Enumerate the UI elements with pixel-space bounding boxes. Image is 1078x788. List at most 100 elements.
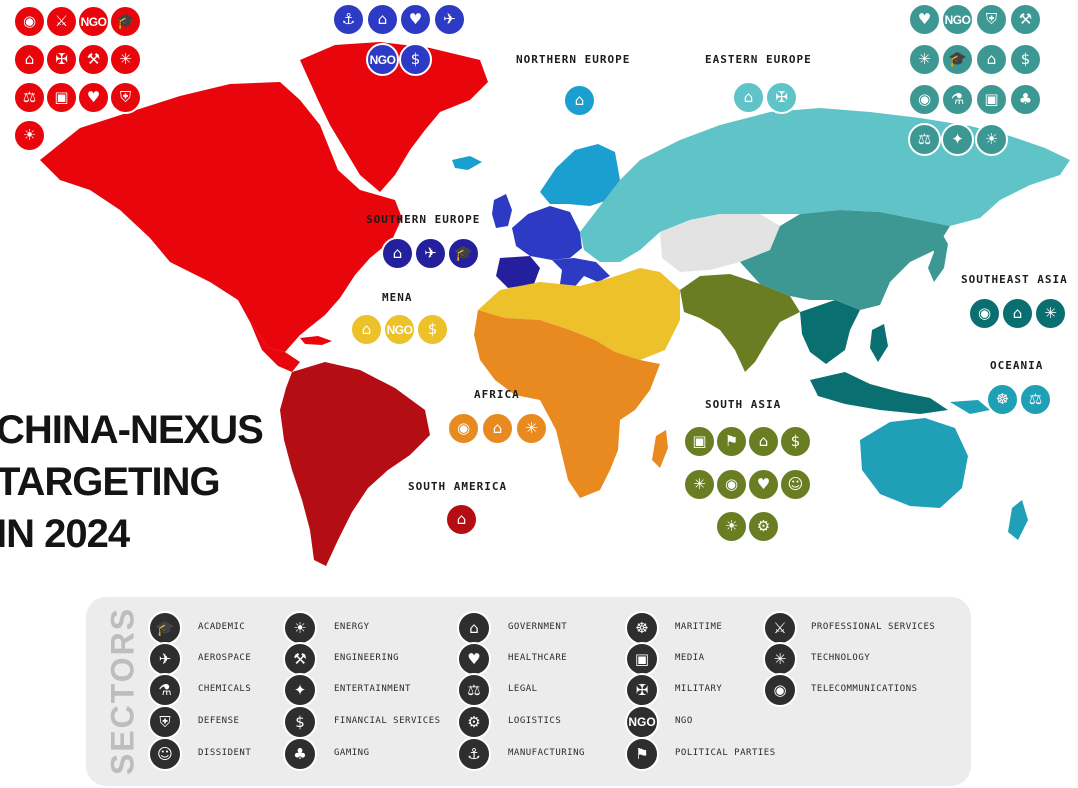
podium-icon: ⚑ xyxy=(625,737,659,771)
label-southern-europe: SOUTHERN EUROPE xyxy=(366,213,481,226)
factory-machine-icon: ⚓ xyxy=(457,737,491,771)
region-south-asia xyxy=(680,274,800,372)
label-mena: MENA xyxy=(382,291,413,304)
broadcast-tower-icon: ◉ xyxy=(763,673,797,707)
tank-icon: ✠ xyxy=(625,673,659,707)
film-reel-icon: ✦ xyxy=(283,673,317,707)
north-america-tank-icon: ✠ xyxy=(45,43,78,76)
label-south-america: SOUTH AMERICA xyxy=(408,480,508,493)
legend-label-financial-services: FINANCIAL SERVICES xyxy=(334,716,441,726)
southern-europe-rocket-icon: ✈ xyxy=(414,237,447,270)
legend-label-political-parties: POLITICAL PARTIES xyxy=(675,748,776,758)
gavel-icon: ⚖ xyxy=(457,673,491,707)
sectors-legend xyxy=(86,597,971,786)
east-asia-tools-icon: ⚒ xyxy=(1009,3,1042,36)
north-america-microchip-icon: ✳ xyxy=(109,43,142,76)
southeast-asia-broadcast-tower-icon: ◉ xyxy=(968,297,1001,330)
legend-label-military: MILITARY xyxy=(675,684,723,694)
east-asia-flask-icon: ⚗ xyxy=(941,83,974,116)
region-philippines xyxy=(870,324,888,362)
legend-label-maritime: MARITIME xyxy=(675,622,723,632)
region-east-asia xyxy=(740,210,950,310)
region-central-asia xyxy=(660,214,780,272)
legend-label-defense: DEFENSE xyxy=(198,716,240,726)
south-asia-light-bulb-icon: ☀ xyxy=(715,510,748,543)
east-asia-dollar-coin-icon: $ xyxy=(1009,43,1042,76)
eastern-europe-government-building-icon: ⌂ xyxy=(732,81,765,114)
east-asia-ngo-text-icon: NGO xyxy=(941,3,974,36)
africa-microchip-icon: ✳ xyxy=(515,412,548,445)
north-america-light-bulb-icon: ☀ xyxy=(13,119,46,152)
rocket-icon: ✈ xyxy=(148,642,182,676)
label-northern-europe: NORTHERN EUROPE xyxy=(516,53,631,66)
legend-label-government: GOVERNMENT xyxy=(508,622,568,632)
east-asia-gamepad-icon: ♣ xyxy=(1009,83,1042,116)
main-title: CHINA-NEXUS TARGETING IN 2024 xyxy=(0,404,264,560)
shield-icon: ⛨ xyxy=(148,705,182,739)
mena-ngo-text-icon: NGO xyxy=(383,313,416,346)
oceania-gavel-icon: ⚖ xyxy=(1019,383,1052,416)
south-asia-podium-icon: ⚑ xyxy=(715,425,748,458)
world-map xyxy=(40,42,1070,566)
east-asia-microchip-icon: ✳ xyxy=(908,43,941,76)
government-building-icon: ⌂ xyxy=(457,611,491,645)
dollar-coin-icon: $ xyxy=(283,705,317,739)
legend-label-telecommunications: TELECOMMUNICATIONS xyxy=(811,684,918,694)
region-central-america xyxy=(250,322,300,372)
east-asia-light-bulb-icon: ☀ xyxy=(975,123,1008,156)
region-mena xyxy=(478,268,680,360)
region-new-zealand xyxy=(1008,500,1028,540)
flask-icon: ⚗ xyxy=(148,673,182,707)
mena-dollar-coin-icon: $ xyxy=(416,313,449,346)
legend-label-dissident: DISSIDENT xyxy=(198,748,252,758)
southern-europe-government-building-icon: ⌂ xyxy=(381,237,414,270)
region-iceland xyxy=(452,156,482,170)
legend-label-manufacturing: MANUFACTURING xyxy=(508,748,585,758)
region-indonesia xyxy=(810,372,948,414)
north-america-ngo-text-icon: NGO xyxy=(77,5,110,38)
south-asia-microchip-icon: ✳ xyxy=(683,468,716,501)
north-america-broadcast-tower-icon: ◉ xyxy=(13,5,46,38)
graduation-cap-icon: 🎓 xyxy=(148,611,182,645)
gears-icon: ⚙ xyxy=(457,705,491,739)
region-japan xyxy=(928,230,948,282)
region-southern-europe xyxy=(496,256,540,288)
mena-government-building-icon: ⌂ xyxy=(350,313,383,346)
region-africa xyxy=(474,310,660,498)
north-america-heart-hands-icon: ♥ xyxy=(77,81,110,114)
north-america-tools-icon: ⚒ xyxy=(77,43,110,76)
east-asia-graduation-cap-icon: 🎓 xyxy=(941,43,974,76)
legend-label-legal: LEGAL xyxy=(508,684,538,694)
south-asia-camera-icon: ▣ xyxy=(683,425,716,458)
south-asia-government-building-icon: ⌂ xyxy=(747,425,780,458)
region-australia xyxy=(860,418,968,508)
legend-label-technology: TECHNOLOGY xyxy=(811,653,871,663)
sectors-title-text: SECTORS xyxy=(104,606,141,776)
label-southeast-asia: SOUTHEAST ASIA xyxy=(961,273,1068,286)
south-asia-broadcast-tower-icon: ◉ xyxy=(715,468,748,501)
camera-icon: ▣ xyxy=(625,642,659,676)
western-europe-heart-hands-icon: ♥ xyxy=(399,3,432,36)
legend-label-aerospace: AEROSPACE xyxy=(198,653,252,663)
legend-label-ngo: NGO xyxy=(675,716,693,726)
east-asia-film-reel-icon: ✦ xyxy=(941,123,974,156)
north-america-camera-icon: ▣ xyxy=(45,81,78,114)
legend-label-chemicals: CHEMICALS xyxy=(198,684,252,694)
ship-wheel-icon: ☸ xyxy=(625,611,659,645)
legend-label-gaming: GAMING xyxy=(334,748,370,758)
label-south-asia: SOUTH ASIA xyxy=(705,398,782,411)
label-africa: AFRICA xyxy=(474,388,520,401)
handshake-icon: ⚔ xyxy=(763,611,797,645)
region-north-america xyxy=(40,82,402,352)
north-america-shield-icon: ⛨ xyxy=(109,81,142,114)
north-america-graduation-cap-icon: 🎓 xyxy=(109,5,142,38)
title-line-3: IN 2024 xyxy=(0,512,130,556)
title-line-1: CHINA-NEXUS xyxy=(0,408,264,452)
region-madagascar xyxy=(652,430,668,468)
legend-label-media: MEDIA xyxy=(675,653,705,663)
heart-hands-icon: ♥ xyxy=(457,642,491,676)
east-asia-government-building-icon: ⌂ xyxy=(975,43,1008,76)
gamepad-icon: ♣ xyxy=(283,737,317,771)
africa-broadcast-tower-icon: ◉ xyxy=(447,412,480,445)
region-uk xyxy=(492,194,512,228)
